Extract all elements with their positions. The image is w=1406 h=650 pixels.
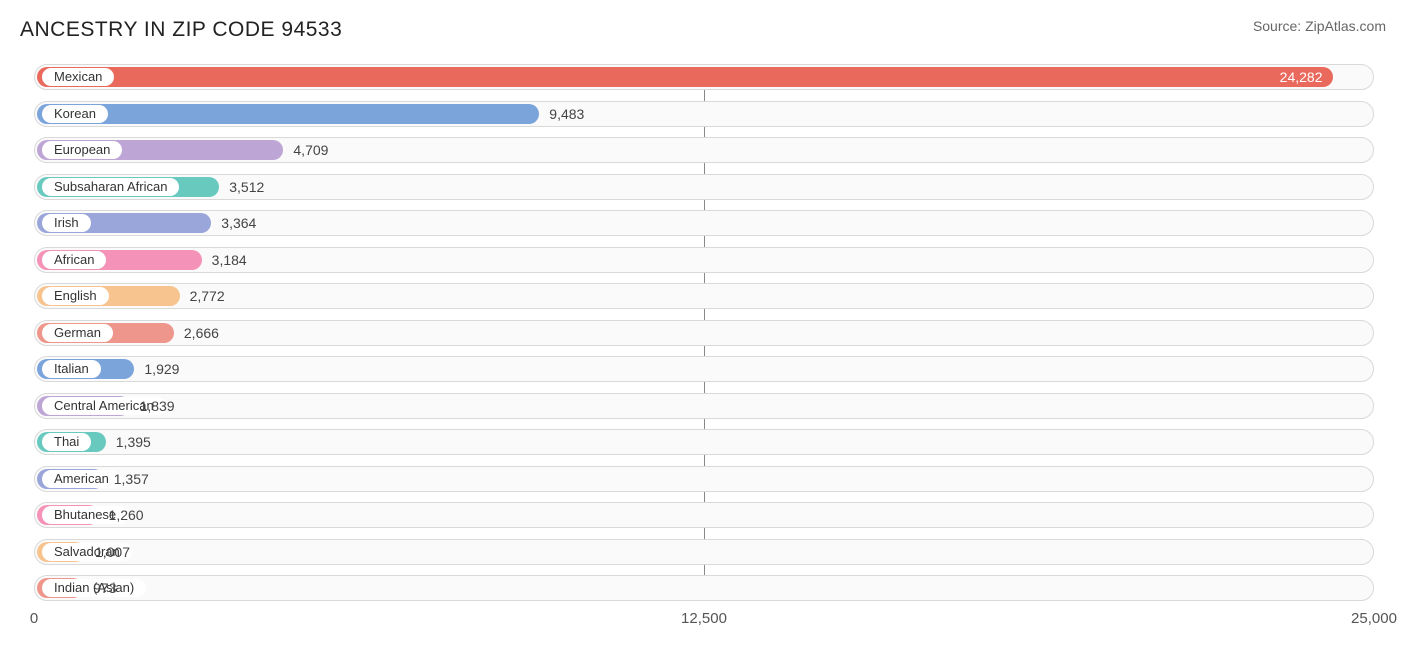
bar-value: 3,364 <box>211 210 256 236</box>
bar-row: Bhutanese1,260 <box>20 502 1386 528</box>
bar-value: 3,184 <box>202 247 247 273</box>
bar-track <box>34 393 1374 419</box>
bar-track <box>34 539 1374 565</box>
bar-row: Irish 3,364 <box>20 210 1386 236</box>
bar-row: German 2,666 <box>20 320 1386 346</box>
bar-row: African 3,184 <box>20 247 1386 273</box>
bars-container: Mexican24,282 Korean 9,483 European 4,709 Sub… <box>20 64 1386 601</box>
bar-value: 1,839 <box>130 393 175 419</box>
bar-row: Korean 9,483 <box>20 101 1386 127</box>
bar-row: American1,357 <box>20 466 1386 492</box>
bar-value: 1,007 <box>85 539 130 565</box>
bar-label-pill: Korean <box>42 105 108 123</box>
bar-value: 1,260 <box>99 502 144 528</box>
bar-track <box>34 429 1374 455</box>
bar-label-pill: German <box>42 324 113 342</box>
x-axis: 012,50025,000 <box>20 606 1386 630</box>
bar-label-pill: Thai <box>42 433 91 451</box>
bar-row: Subsaharan African 3,512 <box>20 174 1386 200</box>
bar-row: Mexican24,282 <box>20 64 1386 90</box>
bar-label-pill: Subsaharan African <box>42 178 179 196</box>
source-attribution: Source: ZipAtlas.com <box>1253 18 1386 34</box>
bar-track <box>34 466 1374 492</box>
bar-track <box>34 283 1374 309</box>
bar-track <box>34 575 1374 601</box>
bar-row: Indian (Asian)973 <box>20 575 1386 601</box>
bar-track <box>34 356 1374 382</box>
bar-row: Salvadoran1,007 <box>20 539 1386 565</box>
bar-row: English 2,772 <box>20 283 1386 309</box>
chart-title: ANCESTRY IN ZIP CODE 94533 <box>20 18 342 42</box>
bar-label-pill: European <box>42 141 122 159</box>
bar-label-pill: Italian <box>42 360 101 378</box>
bar-value: 9,483 <box>539 101 584 127</box>
bar-label-pill: Irish <box>42 214 91 232</box>
bar-label-pill: English <box>42 287 109 305</box>
bar-row: Thai 1,395 <box>20 429 1386 455</box>
bar-value: 973 <box>83 575 116 601</box>
bar-value: 2,772 <box>180 283 225 309</box>
axis-tick: 25,000 <box>1351 610 1397 627</box>
axis-tick: 0 <box>30 610 38 627</box>
bar-row: Italian 1,929 <box>20 356 1386 382</box>
bar-value: 1,929 <box>134 356 179 382</box>
bar-label-pill: African <box>42 251 106 269</box>
bar-value: 24,282 <box>37 64 1333 90</box>
bar-row: European 4,709 <box>20 137 1386 163</box>
bar-fill <box>37 104 539 124</box>
bar-track <box>34 502 1374 528</box>
bar-value: 3,512 <box>219 174 264 200</box>
bar-track <box>34 320 1374 346</box>
bar-value: 4,709 <box>283 137 328 163</box>
bar-value: 2,666 <box>174 320 219 346</box>
bar-value: 1,357 <box>104 466 149 492</box>
bar-value: 1,395 <box>106 429 151 455</box>
axis-tick: 12,500 <box>681 610 727 627</box>
chart-area: Mexican24,282 Korean 9,483 European 4,709 Sub… <box>20 64 1386 630</box>
bar-row: Central American1,839 <box>20 393 1386 419</box>
